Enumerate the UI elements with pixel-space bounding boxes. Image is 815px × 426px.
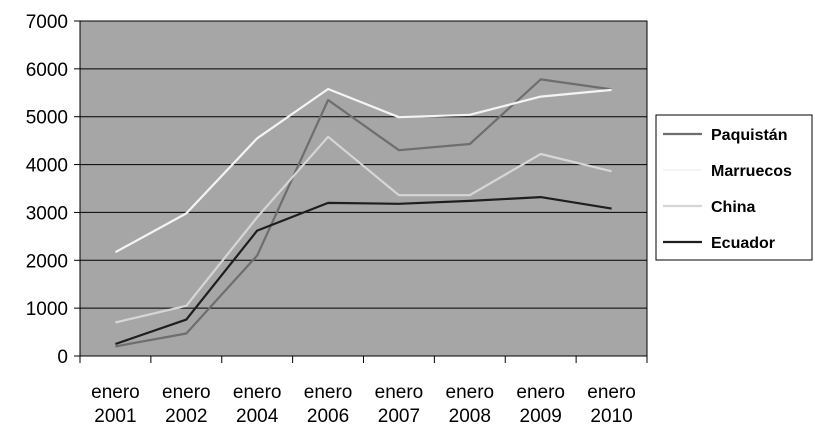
- x-tick-label-line: 2002: [165, 406, 207, 426]
- plot-area: [79, 20, 648, 357]
- x-tick-label-line: enero: [162, 382, 211, 403]
- series-line-ecuador: [115, 196, 612, 346]
- x-tick-label: enero 2001: [91, 382, 140, 426]
- y-tick-label: 5000: [26, 108, 68, 129]
- x-tick-label: enero 2010: [587, 382, 636, 426]
- x-tick-label-line: 2007: [378, 406, 420, 426]
- series-line-marruecos: [114, 87, 612, 254]
- y-tick-label: 6000: [26, 60, 68, 81]
- series-lines: [114, 78, 612, 348]
- y-tick-label: 3000: [26, 203, 68, 224]
- x-tick-label-line: enero: [375, 382, 424, 403]
- x-tick-label: enero 2004: [233, 382, 282, 426]
- x-tick-label: enero 2009: [516, 382, 565, 426]
- x-tick-label-line: 2006: [307, 406, 349, 426]
- x-tick-label-line: 2001: [94, 406, 136, 426]
- y-tick-label: 4000: [26, 156, 68, 177]
- series-line-china: [115, 135, 612, 324]
- x-tick-label-line: enero: [233, 382, 282, 403]
- legend-label-ecuador: Ecuador: [711, 235, 775, 252]
- y-tick-label: 2000: [26, 251, 68, 272]
- x-tick-label: enero 2002: [162, 382, 211, 426]
- x-tick-label-line: enero: [446, 382, 495, 403]
- series-line-paquistan: [115, 78, 612, 348]
- y-tick-label: 1000: [26, 299, 68, 320]
- legend-label-marruecos: Marruecos: [711, 163, 792, 180]
- x-tick-label-line: 2009: [520, 406, 562, 426]
- x-tick-label-line: 2010: [590, 406, 632, 426]
- x-tick-label: enero 2008: [446, 382, 495, 426]
- x-tick-label-line: 2004: [236, 406, 279, 426]
- x-tick-label-line: enero: [516, 382, 565, 403]
- x-tick-label: enero 2006: [304, 382, 353, 426]
- y-axis-labels: 0 1000 2000 3000 4000 5000 6000 7000: [26, 12, 68, 368]
- y-tick-label: 0: [57, 347, 68, 368]
- x-tick-label-line: 2008: [449, 406, 491, 426]
- y-tick-label: 7000: [26, 12, 68, 33]
- x-tick-label-line: enero: [587, 382, 636, 403]
- legend-label-china: China: [711, 199, 756, 216]
- legend: Paquistán Marruecos China Ecuador: [655, 114, 813, 261]
- legend-label-paquistan: Paquistán: [711, 127, 787, 144]
- legend-box: [655, 114, 813, 261]
- x-tick-label-line: enero: [91, 382, 140, 403]
- x-tick-label-line: enero: [304, 382, 353, 403]
- x-tick-label: enero 2007: [375, 382, 424, 426]
